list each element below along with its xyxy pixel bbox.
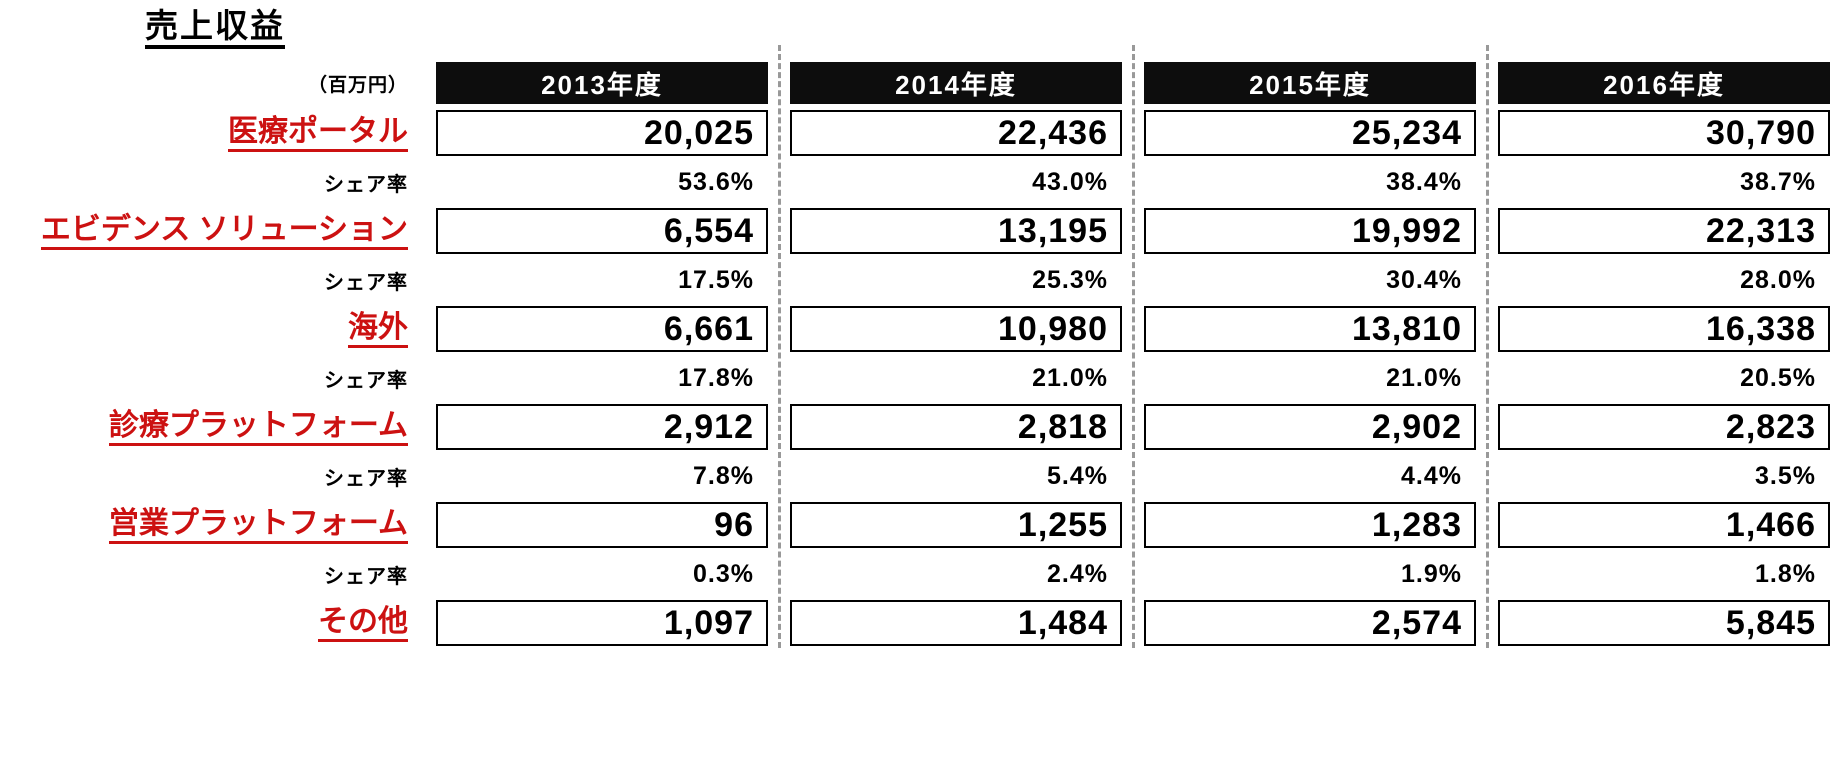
row-label: 営業プラットフォーム (108, 507, 408, 544)
share-cell: 21.0% (1386, 363, 1462, 392)
value-cell: 2,823 (1498, 404, 1830, 450)
share-row: シェア率 7.8% 5.4% 4.4% 3.5% (0, 450, 1830, 502)
column-divider-1 (778, 45, 781, 648)
column-divider-2 (1132, 45, 1135, 648)
share-row: シェア率 17.8% 21.0% 21.0% 20.5% (0, 352, 1830, 404)
share-cell: 17.5% (678, 265, 754, 294)
value-cell: 2,574 (1144, 600, 1476, 646)
value-cell: 6,554 (436, 208, 768, 254)
value-cell: 22,313 (1498, 208, 1830, 254)
value-cell: 20,025 (436, 110, 768, 156)
share-cell: 28.0% (1740, 265, 1816, 294)
share-label: シェア率 (324, 271, 408, 294)
value-cell: 2,902 (1144, 404, 1476, 450)
share-label: シェア率 (324, 173, 408, 196)
table-row: 営業プラットフォーム 96 1,255 1,283 1,466 (0, 502, 1830, 548)
value-cell: 13,195 (790, 208, 1122, 254)
share-row: シェア率 17.5% 25.3% 30.4% 28.0% (0, 254, 1830, 306)
table-row: その他 1,097 1,484 2,574 5,845 (0, 600, 1830, 646)
year-header-2015: 2015年度 (1144, 62, 1476, 104)
table-row: 医療ポータル 20,025 22,436 25,234 30,790 (0, 110, 1830, 156)
year-header-2016: 2016年度 (1498, 62, 1830, 104)
year-header-2014: 2014年度 (790, 62, 1122, 104)
share-cell: 2.4% (1047, 559, 1108, 588)
row-label: 医療ポータル (228, 115, 408, 152)
table-row: 海外 6,661 10,980 13,810 16,338 (0, 306, 1830, 352)
value-cell: 19,992 (1144, 208, 1476, 254)
share-cell: 4.4% (1401, 461, 1462, 490)
share-cell: 20.5% (1740, 363, 1816, 392)
share-cell: 43.0% (1032, 167, 1108, 196)
share-cell: 5.4% (1047, 461, 1108, 490)
row-label: エビデンス ソリューション (40, 213, 408, 250)
value-cell: 25,234 (1144, 110, 1476, 156)
value-cell: 96 (436, 502, 768, 548)
value-cell: 6,661 (436, 306, 768, 352)
column-divider-3 (1486, 45, 1489, 648)
share-cell: 38.4% (1386, 167, 1462, 196)
revenue-table: （百万円） 2013年度 2014年度 2015年度 2016年度 医療ポータル… (0, 62, 1830, 646)
share-label: シェア率 (324, 565, 408, 588)
row-label: 診療プラットフォーム (108, 409, 408, 446)
share-cell: 38.7% (1740, 167, 1816, 196)
share-cell: 3.5% (1755, 461, 1816, 490)
share-cell: 0.3% (693, 559, 754, 588)
share-cell: 1.9% (1401, 559, 1462, 588)
value-cell: 10,980 (790, 306, 1122, 352)
share-cell: 1.8% (1755, 559, 1816, 588)
row-label: 海外 (348, 311, 408, 348)
row-label: その他 (318, 605, 408, 642)
value-cell: 2,912 (436, 404, 768, 450)
year-header-2013: 2013年度 (436, 62, 768, 104)
value-cell: 22,436 (790, 110, 1122, 156)
share-cell: 7.8% (693, 461, 754, 490)
value-cell: 16,338 (1498, 306, 1830, 352)
value-cell: 1,283 (1144, 502, 1476, 548)
share-cell: 30.4% (1386, 265, 1462, 294)
value-cell: 1,484 (790, 600, 1122, 646)
value-cell: 13,810 (1144, 306, 1476, 352)
value-cell: 1,097 (436, 600, 768, 646)
share-cell: 53.6% (678, 167, 754, 196)
table-row: 診療プラットフォーム 2,912 2,818 2,902 2,823 (0, 404, 1830, 450)
share-label: シェア率 (324, 369, 408, 392)
share-label: シェア率 (324, 467, 408, 490)
share-cell: 17.8% (678, 363, 754, 392)
value-cell: 1,255 (790, 502, 1122, 548)
unit-label: （百万円） (307, 74, 408, 96)
value-cell: 1,466 (1498, 502, 1830, 548)
share-row: シェア率 0.3% 2.4% 1.9% 1.8% (0, 548, 1830, 600)
value-cell: 5,845 (1498, 600, 1830, 646)
value-cell: 30,790 (1498, 110, 1830, 156)
table-header-row: （百万円） 2013年度 2014年度 2015年度 2016年度 (0, 62, 1830, 104)
share-cell: 25.3% (1032, 265, 1108, 294)
share-cell: 21.0% (1032, 363, 1108, 392)
share-row: シェア率 53.6% 43.0% 38.4% 38.7% (0, 156, 1830, 208)
value-cell: 2,818 (790, 404, 1122, 450)
table-row: エビデンス ソリューション 6,554 13,195 19,992 22,313 (0, 208, 1830, 254)
page-title: 売上収益 (145, 7, 285, 50)
